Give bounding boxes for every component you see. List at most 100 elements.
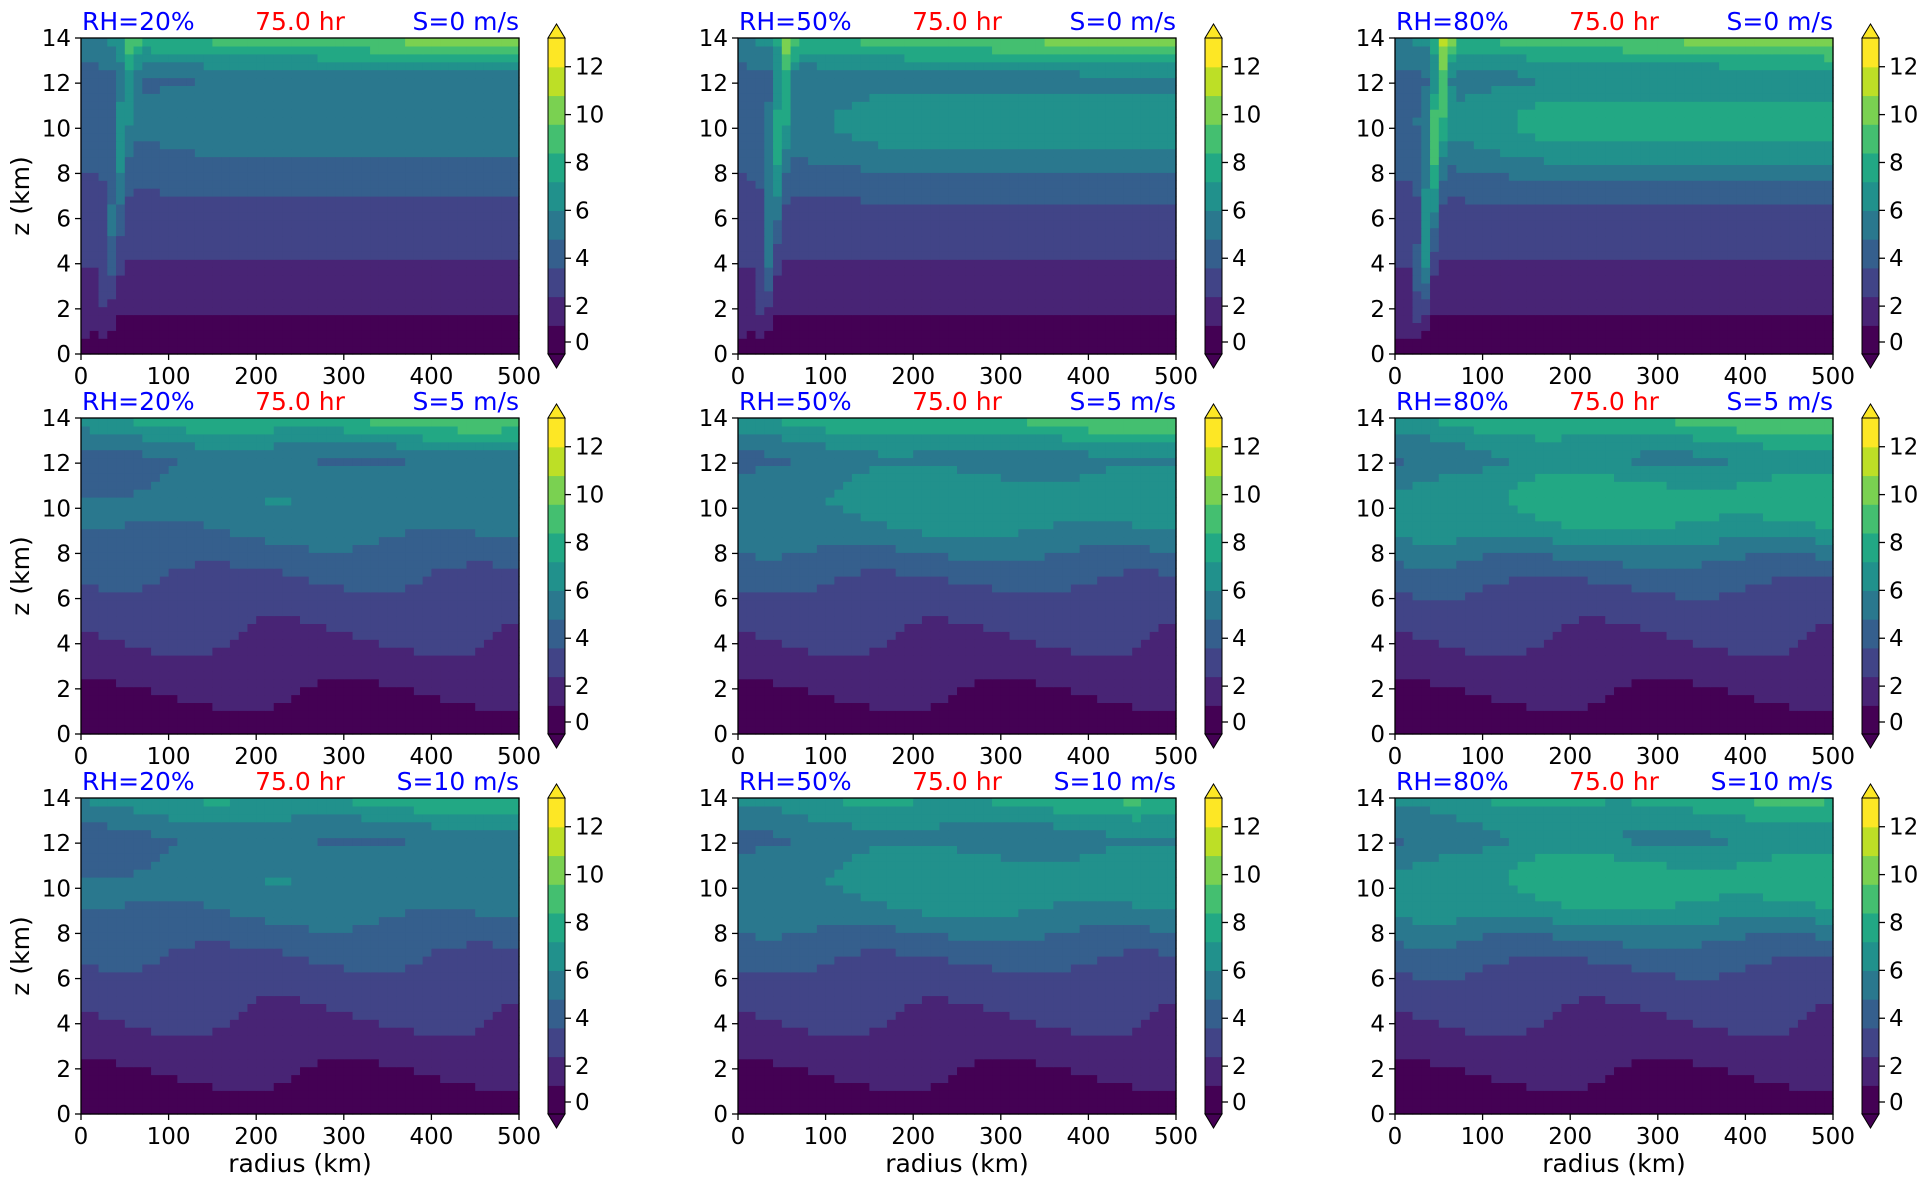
field-cell: [1158, 330, 1168, 339]
field-cell: [904, 346, 914, 355]
field-cell: [238, 251, 249, 260]
field-cell: [869, 117, 879, 126]
field-cell: [1500, 322, 1510, 331]
field-cell: [256, 164, 266, 173]
field-cell: [965, 77, 976, 86]
field-cell: [886, 101, 897, 110]
field-cell: [843, 243, 853, 252]
field-cell: [273, 306, 284, 316]
field-cell: [308, 117, 319, 126]
field-cell: [1710, 346, 1720, 355]
field-cell: [755, 306, 765, 316]
field-cell: [1447, 219, 1457, 229]
field-cell: [992, 211, 1002, 221]
field-cell: [1727, 290, 1738, 300]
field-cell: [317, 140, 327, 150]
field-cell: [1587, 282, 1598, 292]
field-cell: [860, 330, 870, 339]
field-cell: [1158, 117, 1168, 126]
field-cell: [1105, 140, 1116, 150]
field-cell: [1105, 322, 1116, 331]
field-cell: [808, 290, 818, 300]
field-cell: [81, 330, 91, 339]
field-cell: [107, 69, 117, 79]
field-cell: [808, 275, 818, 284]
field-cell: [1622, 251, 1633, 260]
field-cell: [124, 45, 135, 55]
field-cell: [1132, 203, 1142, 213]
field-cell: [1070, 61, 1081, 71]
field-cell: [89, 330, 100, 339]
field-cell: [1009, 338, 1019, 347]
field-cell: [142, 85, 152, 94]
field-cell: [1824, 243, 1834, 252]
field-cell: [816, 338, 827, 347]
field-cell: [1097, 53, 1107, 63]
field-cell: [965, 267, 976, 276]
field-cell: [930, 172, 941, 181]
field-cell: [1605, 259, 1615, 268]
field-cell: [116, 164, 126, 173]
field-cell: [860, 69, 870, 79]
field-cell: [177, 346, 187, 355]
field-cell: [921, 346, 932, 355]
field-cell: [834, 45, 844, 55]
field-cell: [1517, 267, 1527, 276]
field-cell: [413, 124, 424, 134]
field-cell: [992, 259, 1002, 268]
field-cell: [300, 180, 310, 189]
field-cell: [1815, 267, 1825, 276]
field-cell: [361, 38, 371, 47]
field-cell: [764, 45, 774, 55]
field-cell: [1430, 290, 1440, 300]
field-cell: [1622, 275, 1633, 284]
field-cell: [790, 69, 800, 79]
field-cell: [370, 156, 380, 165]
field-cell: [974, 196, 984, 205]
field-cell: [203, 140, 213, 150]
field-cell: [851, 282, 862, 292]
field-cell: [746, 156, 757, 165]
field-cell: [983, 93, 993, 102]
field-cell: [151, 219, 161, 229]
field-cell: [1018, 101, 1028, 110]
field-cell: [1421, 203, 1431, 213]
field-cell: [475, 314, 485, 323]
field-cell: [492, 290, 503, 300]
field-cell: [1053, 124, 1063, 134]
field-cell: [1167, 45, 1177, 55]
field-cell: [1000, 140, 1011, 150]
field-cell: [1114, 322, 1125, 331]
field-cell: [466, 172, 476, 181]
field-cell: [764, 109, 774, 118]
field-cell: [860, 117, 870, 126]
field-cell: [1123, 338, 1133, 347]
field-cell: [790, 61, 800, 71]
field-cell: [212, 156, 222, 165]
field-cell: [300, 132, 310, 142]
field-cell: [352, 53, 362, 63]
field-cell: [781, 243, 792, 252]
field-cell: [492, 219, 503, 229]
field-cell: [930, 164, 941, 173]
field-cell: [1631, 282, 1641, 292]
field-cell: [755, 180, 765, 189]
field-cell: [168, 172, 178, 181]
field-cell: [860, 53, 870, 63]
colorbar-swatch: [1205, 38, 1222, 68]
y-tick-label: 8: [56, 161, 71, 187]
field-cell: [510, 290, 520, 300]
field-cell: [1044, 275, 1054, 284]
field-cell: [974, 148, 984, 158]
field-cell: [738, 196, 748, 205]
field-cell: [1062, 298, 1072, 308]
field-cell: [413, 290, 424, 300]
field-cell: [965, 322, 976, 331]
field-cell: [930, 219, 941, 229]
field-cell: [431, 85, 441, 94]
field-cell: [1062, 346, 1072, 355]
field-cell: [168, 61, 178, 71]
field-cell: [1114, 290, 1125, 300]
field-cell: [1079, 346, 1089, 355]
field-cell: [746, 45, 757, 55]
